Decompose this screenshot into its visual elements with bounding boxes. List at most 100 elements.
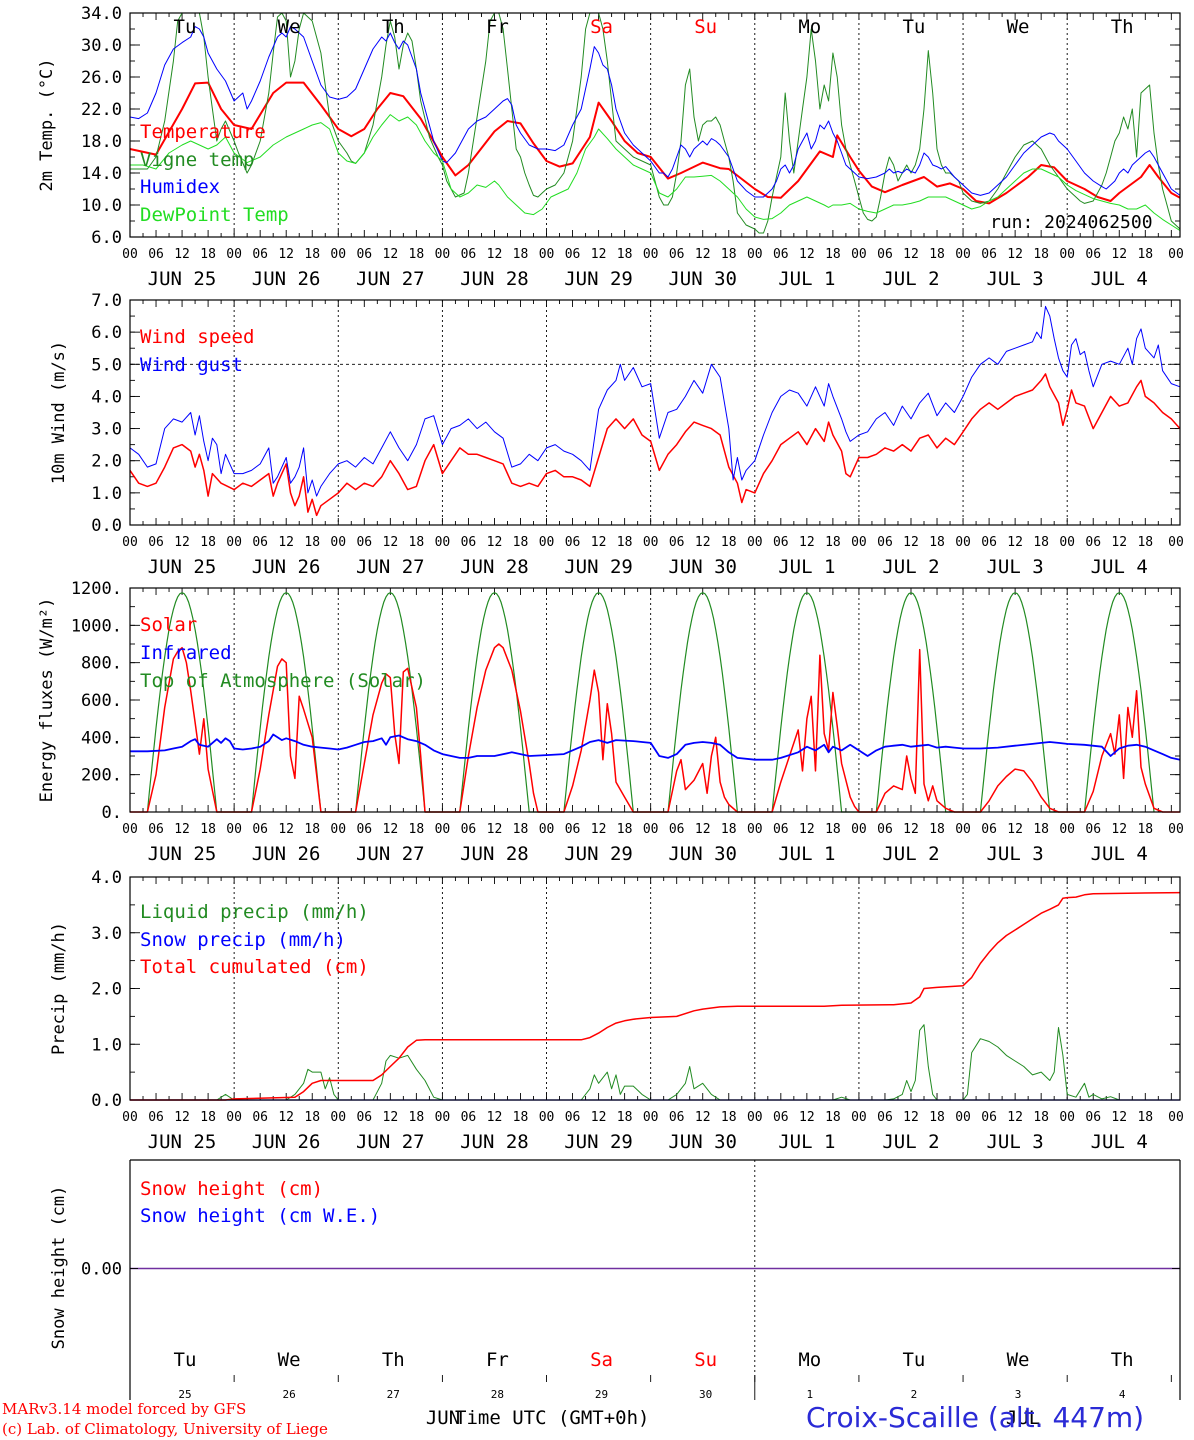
x-hour-label: 06 — [252, 822, 268, 837]
x-hour-label: 06 — [773, 247, 789, 262]
y-tick-label: 2.0 — [91, 452, 122, 472]
x-hour-label: 00 — [747, 1110, 763, 1125]
weekday-label-top: We — [278, 16, 301, 38]
x-date-label: JUL 1 — [778, 1131, 835, 1153]
legend-entry: Infrared — [140, 642, 232, 664]
x-hour-label: 00 — [851, 1110, 867, 1125]
x-hour-label: 18 — [304, 247, 320, 262]
x-hour-label: 18 — [825, 247, 841, 262]
x-hour-label: 06 — [252, 247, 268, 262]
day-number: 29 — [595, 1388, 608, 1401]
x-hour-label: 06 — [565, 535, 581, 550]
x-date-label: JUN 28 — [460, 556, 529, 578]
x-hour-label: 06 — [148, 247, 164, 262]
x-hour-label: 18 — [617, 822, 633, 837]
x-date-label: JUN 25 — [148, 268, 217, 290]
x-hour-label: 06 — [669, 1110, 685, 1125]
panel-frame — [129, 12, 1181, 238]
x-hour-label: 18 — [304, 535, 320, 550]
x-hour-label: 06 — [669, 822, 685, 837]
series-line-2 — [130, 891, 1181, 1101]
x-hour-label: 00 — [851, 535, 867, 550]
weekday-label-bottom: Th — [1111, 1349, 1134, 1371]
credit-line-1: MARv3.14 model forced by GFS — [2, 1400, 246, 1418]
x-hour-label: 12 — [487, 822, 503, 837]
x-hour-label: 06 — [356, 535, 372, 550]
x-date-label: JUL 4 — [1091, 268, 1148, 290]
x-date-label: JUL 2 — [882, 268, 939, 290]
station-name: Croix-Scaille (alt. 447m) — [806, 1401, 1144, 1434]
x-hour-label: 18 — [409, 247, 425, 262]
x-hour-label: 06 — [148, 822, 164, 837]
x-hour-label: 12 — [174, 1110, 190, 1125]
series-line-2 — [129, 26, 1181, 198]
y-tick-label: 10.0 — [81, 196, 122, 216]
x-hour-label: 18 — [929, 535, 945, 550]
y-tick-label: 30.0 — [81, 36, 122, 56]
panel-2: 7.0 6.0 5.0 4.0 3.0 2.0 1.0 0.0 10m Wind (m/s) Wi… — [49, 291, 1184, 578]
y-tick-label: 0.00 — [81, 1260, 122, 1280]
day-number: 27 — [387, 1388, 400, 1401]
x-hour-label: 18 — [409, 1110, 425, 1125]
x-hour-label: 00 — [539, 535, 555, 550]
x-hour-label: 00 — [226, 822, 242, 837]
x-hour-label: 06 — [252, 1110, 268, 1125]
x-hour-label: 06 — [356, 822, 372, 837]
x-hour-label: 00 — [226, 1110, 242, 1125]
weekday-label-bottom: Su — [694, 1349, 717, 1371]
x-hour-label: 12 — [1111, 247, 1127, 262]
x-hour-label: 12 — [903, 1110, 919, 1125]
weekday-label-bottom: Sa — [590, 1349, 613, 1371]
x-date-label: JUN 28 — [460, 843, 529, 865]
y-tick-label: 18.0 — [81, 132, 122, 152]
x-hour-label: 06 — [565, 822, 581, 837]
x-hour-label: 12 — [487, 535, 503, 550]
x-hour-label: 12 — [695, 822, 711, 837]
x-date-label: JUN 26 — [252, 1131, 321, 1153]
x-date-label: JUL 2 — [882, 1131, 939, 1153]
x-hour-label: 06 — [565, 1110, 581, 1125]
x-hour-label: 18 — [200, 1110, 216, 1125]
x-hour-label: 18 — [1033, 1110, 1049, 1125]
x-hour-label: 18 — [929, 822, 945, 837]
y-tick-label: 200. — [81, 766, 122, 786]
x-hour-label: 06 — [669, 535, 685, 550]
x-hour-label: 18 — [1137, 535, 1153, 550]
x-hour-label: 12 — [591, 535, 607, 550]
x-hour-label: 06 — [877, 247, 893, 262]
y-axis-title: Energy fluxes (W/m²) — [37, 598, 57, 803]
x-hour-label: 18 — [617, 1110, 633, 1125]
y-tick-label: 1.0 — [91, 1035, 122, 1055]
x-date-label: JUN 26 — [252, 556, 321, 578]
x-hour-label: 06 — [356, 1110, 372, 1125]
legend-entry: Top of Atmosphere (Solar) — [140, 670, 426, 692]
x-hour-label: 06 — [773, 1110, 789, 1125]
x-axis-title: Time UTC (GMT+0h) — [455, 1407, 649, 1429]
weekday-label-bottom: We — [278, 1349, 301, 1371]
x-date-label: JUL 3 — [986, 843, 1043, 865]
day-number: 28 — [491, 1388, 504, 1401]
x-hour-label: 00 — [1168, 822, 1184, 837]
x-hour-label: 12 — [1111, 535, 1127, 550]
x-hour-label: 18 — [409, 535, 425, 550]
weekday-label-bottom: Mo — [798, 1349, 821, 1371]
y-axis-title: Precip (mm/h) — [49, 922, 69, 1055]
y-tick-label: 6.0 — [91, 228, 122, 248]
x-hour-label: 06 — [565, 247, 581, 262]
x-hour-label: 18 — [304, 822, 320, 837]
x-hour-label: 18 — [721, 247, 737, 262]
panel-5: Snow height (cm) 0.00 Snow height (cm) Snow… — [49, 1159, 1181, 1400]
x-hour-label: 00 — [435, 535, 451, 550]
weekday-label-bottom: We — [1007, 1349, 1030, 1371]
x-date-label: JUN 28 — [460, 1131, 529, 1153]
x-hour-label: 00 — [226, 535, 242, 550]
x-hour-label: 12 — [799, 822, 815, 837]
panel-frame — [129, 299, 1181, 526]
legend-entry: Total cumulated (cm) — [140, 956, 369, 978]
y-tick-label: 0.0 — [91, 1091, 122, 1111]
x-hour-label: 00 — [539, 822, 555, 837]
x-hour-label: 12 — [695, 1110, 711, 1125]
x-hour-label: 12 — [1007, 247, 1023, 262]
x-hour-label: 00 — [643, 535, 659, 550]
x-hour-label: 18 — [200, 535, 216, 550]
